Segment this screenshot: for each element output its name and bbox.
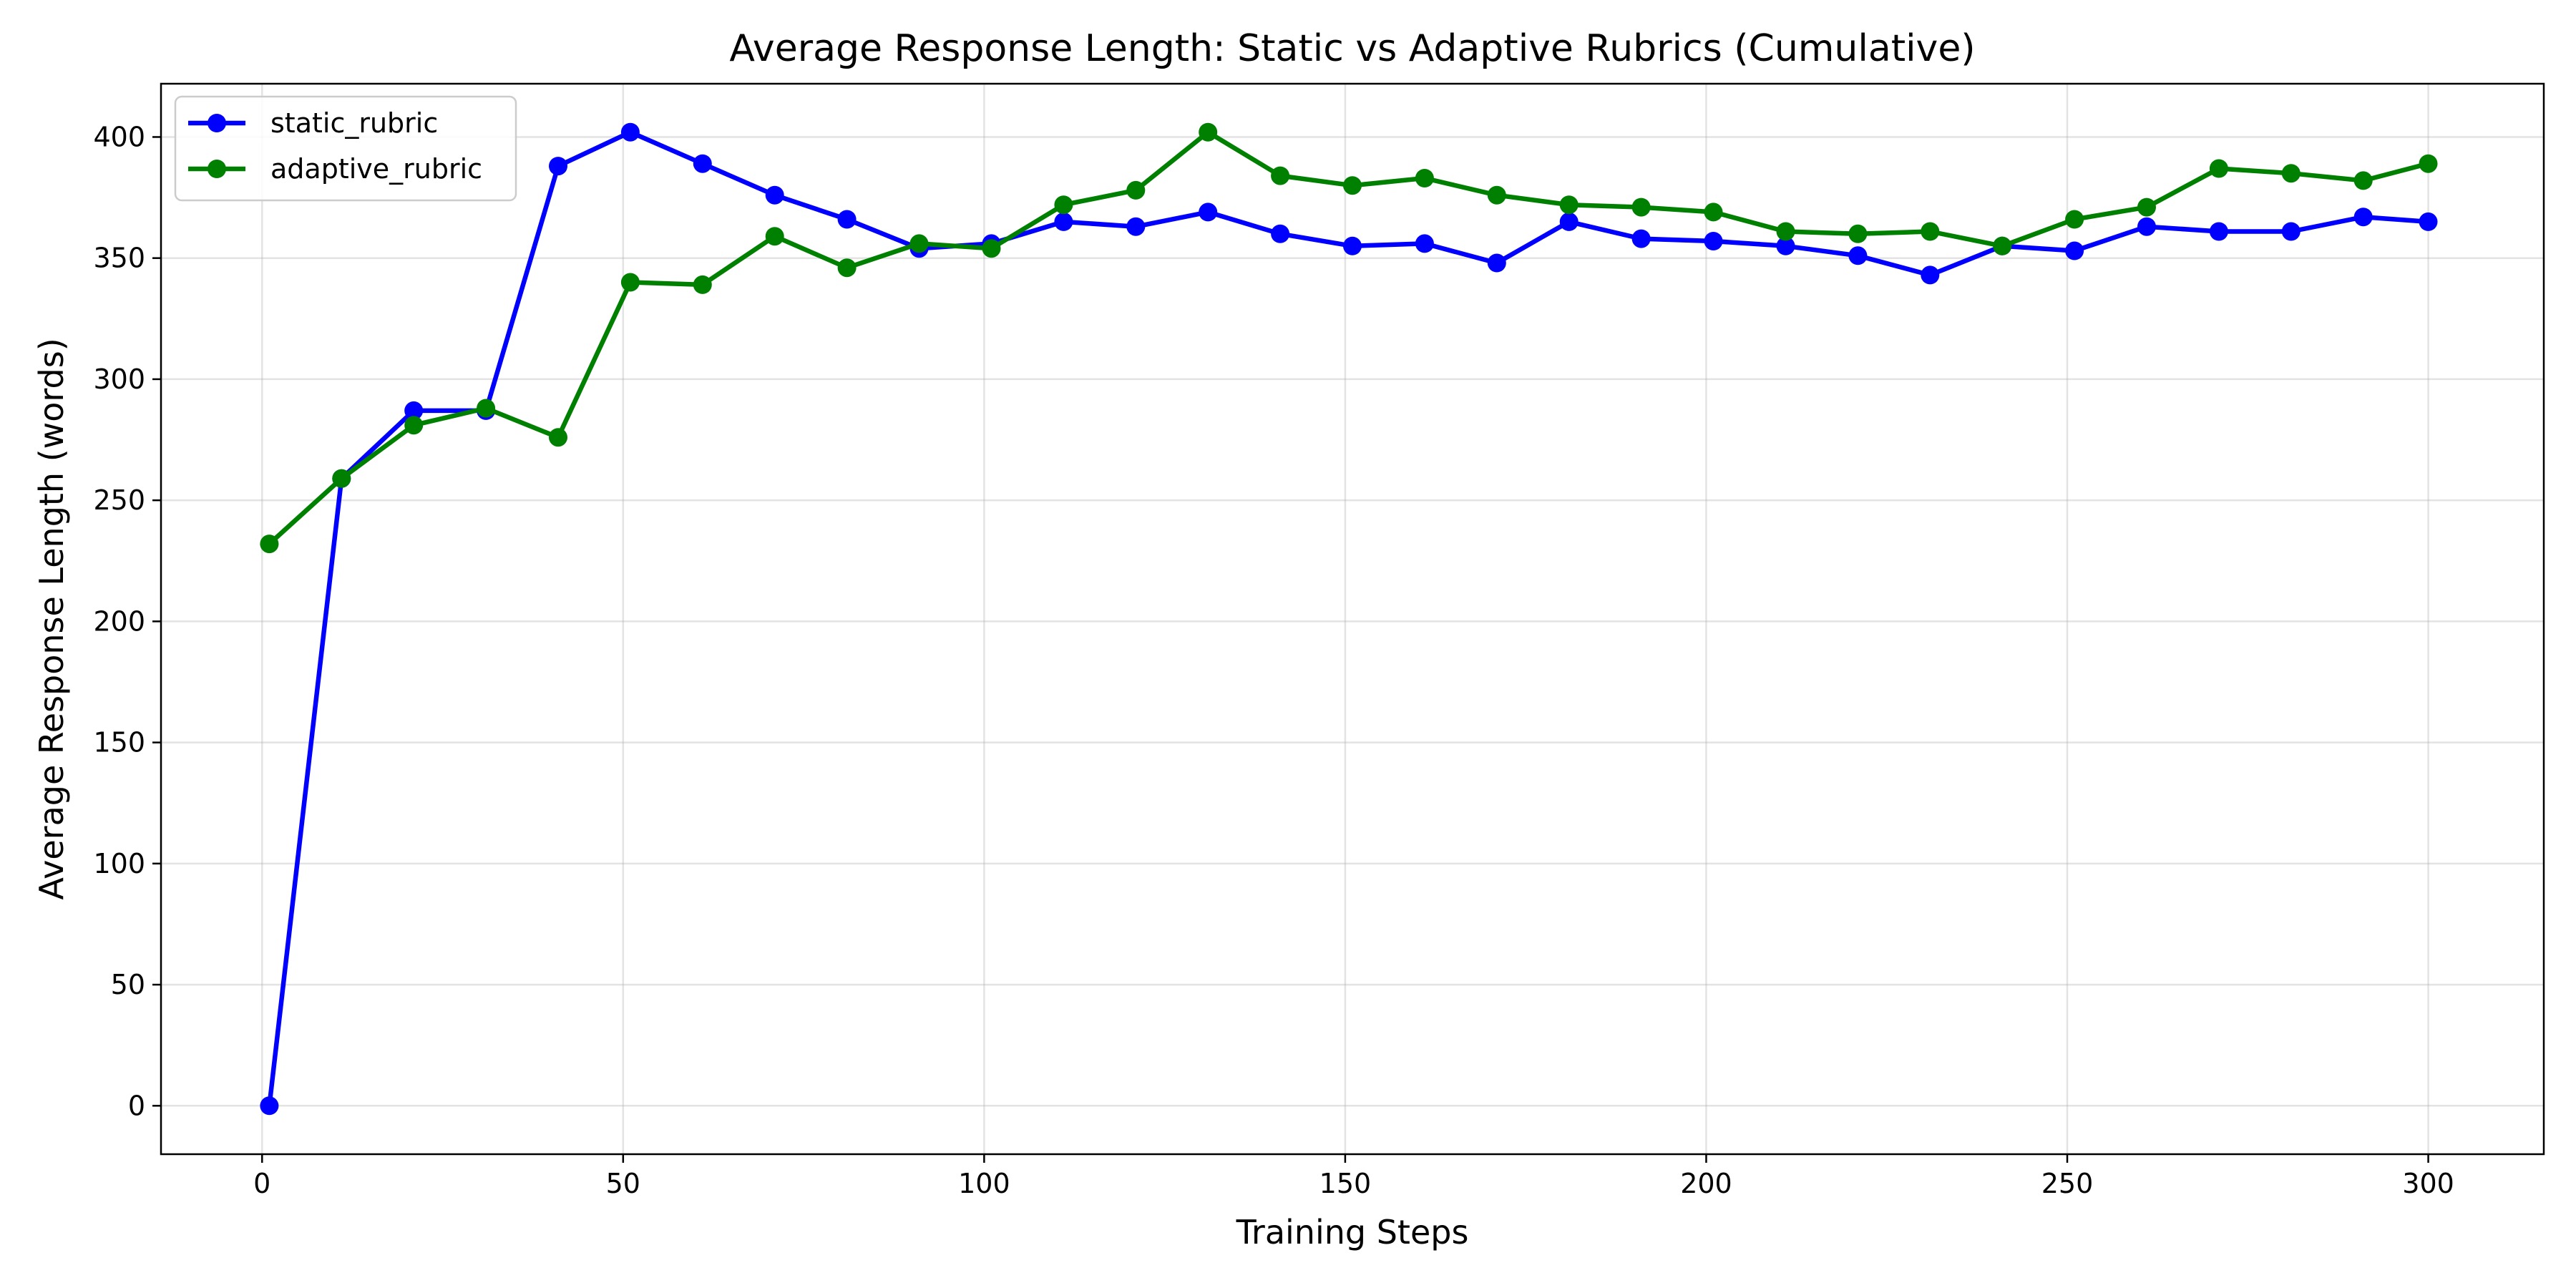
data-point-static_rubric	[1415, 234, 1434, 253]
legend: static_rubric adaptive_rubric	[174, 95, 517, 202]
data-point-adaptive_rubric	[693, 275, 712, 294]
data-point-static_rubric	[837, 210, 857, 229]
data-point-adaptive_rubric	[620, 273, 640, 292]
x-tick-label: 100	[958, 1168, 1010, 1199]
y-tick-label: 250	[93, 484, 145, 516]
data-point-adaptive_rubric	[1559, 195, 1579, 215]
data-point-adaptive_rubric	[765, 227, 784, 246]
data-point-static_rubric	[1848, 246, 1868, 265]
x-tick-label: 0	[253, 1168, 270, 1199]
data-point-adaptive_rubric	[260, 535, 279, 554]
data-point-static_rubric	[1921, 265, 1940, 285]
data-point-static_rubric	[1487, 253, 1506, 273]
x-tick-label: 50	[606, 1168, 640, 1199]
legend-box	[174, 95, 517, 202]
data-point-adaptive_rubric	[1271, 166, 1290, 185]
data-point-adaptive_rubric	[1343, 176, 1362, 195]
x-tick-label: 300	[2402, 1168, 2454, 1199]
legend-label: adaptive_rubric	[270, 153, 482, 185]
data-point-static_rubric	[1704, 232, 1723, 250]
x-tick-label: 150	[1319, 1168, 1372, 1199]
data-point-adaptive_rubric	[1487, 185, 1506, 205]
data-point-static_rubric	[693, 154, 712, 173]
data-point-adaptive_rubric	[1415, 169, 1434, 187]
data-point-static_rubric	[1631, 229, 1651, 248]
legend-label: static_rubric	[270, 107, 438, 139]
y-tick-label: 0	[128, 1090, 145, 1121]
data-point-adaptive_rubric	[1776, 222, 1795, 241]
data-point-adaptive_rubric	[982, 239, 1001, 258]
y-tick-label: 350	[93, 243, 145, 274]
data-point-static_rubric	[404, 401, 424, 420]
data-point-adaptive_rubric	[1993, 236, 2012, 255]
data-point-static_rubric	[1199, 203, 1218, 222]
data-point-adaptive_rubric	[2281, 164, 2301, 183]
data-point-static_rubric	[1343, 236, 1362, 255]
data-point-adaptive_rubric	[1199, 122, 1218, 142]
data-point-adaptive_rubric	[404, 416, 424, 435]
series-adaptive_rubric	[260, 122, 2438, 554]
series-static_rubric	[260, 122, 2438, 1116]
legend-swatch-marker	[208, 160, 226, 178]
grid-layer	[161, 84, 2544, 1154]
data-point-adaptive_rubric	[549, 428, 567, 447]
data-point-static_rubric	[1776, 236, 1795, 255]
tick-layer: 0 50 100 150 200 250 300 0 50 100 150 200 250 300 350 4…	[93, 121, 2454, 1199]
x-tick-label: 200	[1680, 1168, 1732, 1199]
data-point-adaptive_rubric	[1631, 197, 1651, 217]
data-point-static_rubric	[2137, 217, 2156, 236]
data-point-static_rubric	[1271, 224, 1290, 243]
legend-swatch-marker	[208, 114, 226, 132]
data-point-adaptive_rubric	[1848, 224, 1868, 243]
data-point-static_rubric	[2281, 222, 2301, 241]
y-tick-label: 50	[111, 969, 145, 1000]
data-point-adaptive_rubric	[1921, 222, 1940, 241]
y-tick-label: 100	[93, 848, 145, 879]
y-tick-label: 200	[93, 605, 145, 637]
data-point-static_rubric	[2419, 212, 2438, 231]
data-point-static_rubric	[2065, 241, 2084, 260]
y-tick-label: 400	[93, 121, 145, 152]
data-point-static_rubric	[2209, 222, 2228, 241]
data-point-static_rubric	[549, 157, 567, 176]
data-point-static_rubric	[1054, 212, 1073, 231]
data-point-static_rubric	[2353, 208, 2373, 227]
y-tick-label: 150	[93, 727, 145, 758]
data-point-static_rubric	[260, 1096, 279, 1116]
series-layer	[260, 122, 2438, 1116]
chart-title: Average Response Length: Static vs Adapt…	[729, 27, 1975, 70]
y-axis-label: Average Response Length (words)	[32, 338, 71, 899]
data-point-adaptive_rubric	[477, 399, 496, 418]
series-line-static_rubric	[267, 130, 2429, 1106]
data-point-adaptive_rubric	[2065, 210, 2084, 229]
data-point-adaptive_rubric	[332, 469, 351, 488]
data-point-static_rubric	[620, 122, 640, 142]
data-point-adaptive_rubric	[2209, 159, 2228, 178]
data-point-adaptive_rubric	[909, 234, 929, 253]
data-point-adaptive_rubric	[2137, 197, 2156, 217]
data-point-adaptive_rubric	[1704, 203, 1723, 222]
data-point-static_rubric	[1559, 212, 1579, 231]
x-axis-label: Training Steps	[1236, 1213, 1469, 1252]
data-point-static_rubric	[765, 185, 784, 205]
data-point-static_rubric	[1126, 217, 1146, 236]
data-point-adaptive_rubric	[1126, 180, 1146, 200]
data-point-adaptive_rubric	[2353, 171, 2373, 190]
data-point-adaptive_rubric	[837, 258, 857, 278]
x-tick-label: 250	[2041, 1168, 2094, 1199]
plot-frame	[160, 82, 2545, 1156]
data-point-adaptive_rubric	[2419, 154, 2438, 173]
data-point-adaptive_rubric	[1054, 195, 1073, 215]
y-tick-label: 300	[93, 364, 145, 395]
